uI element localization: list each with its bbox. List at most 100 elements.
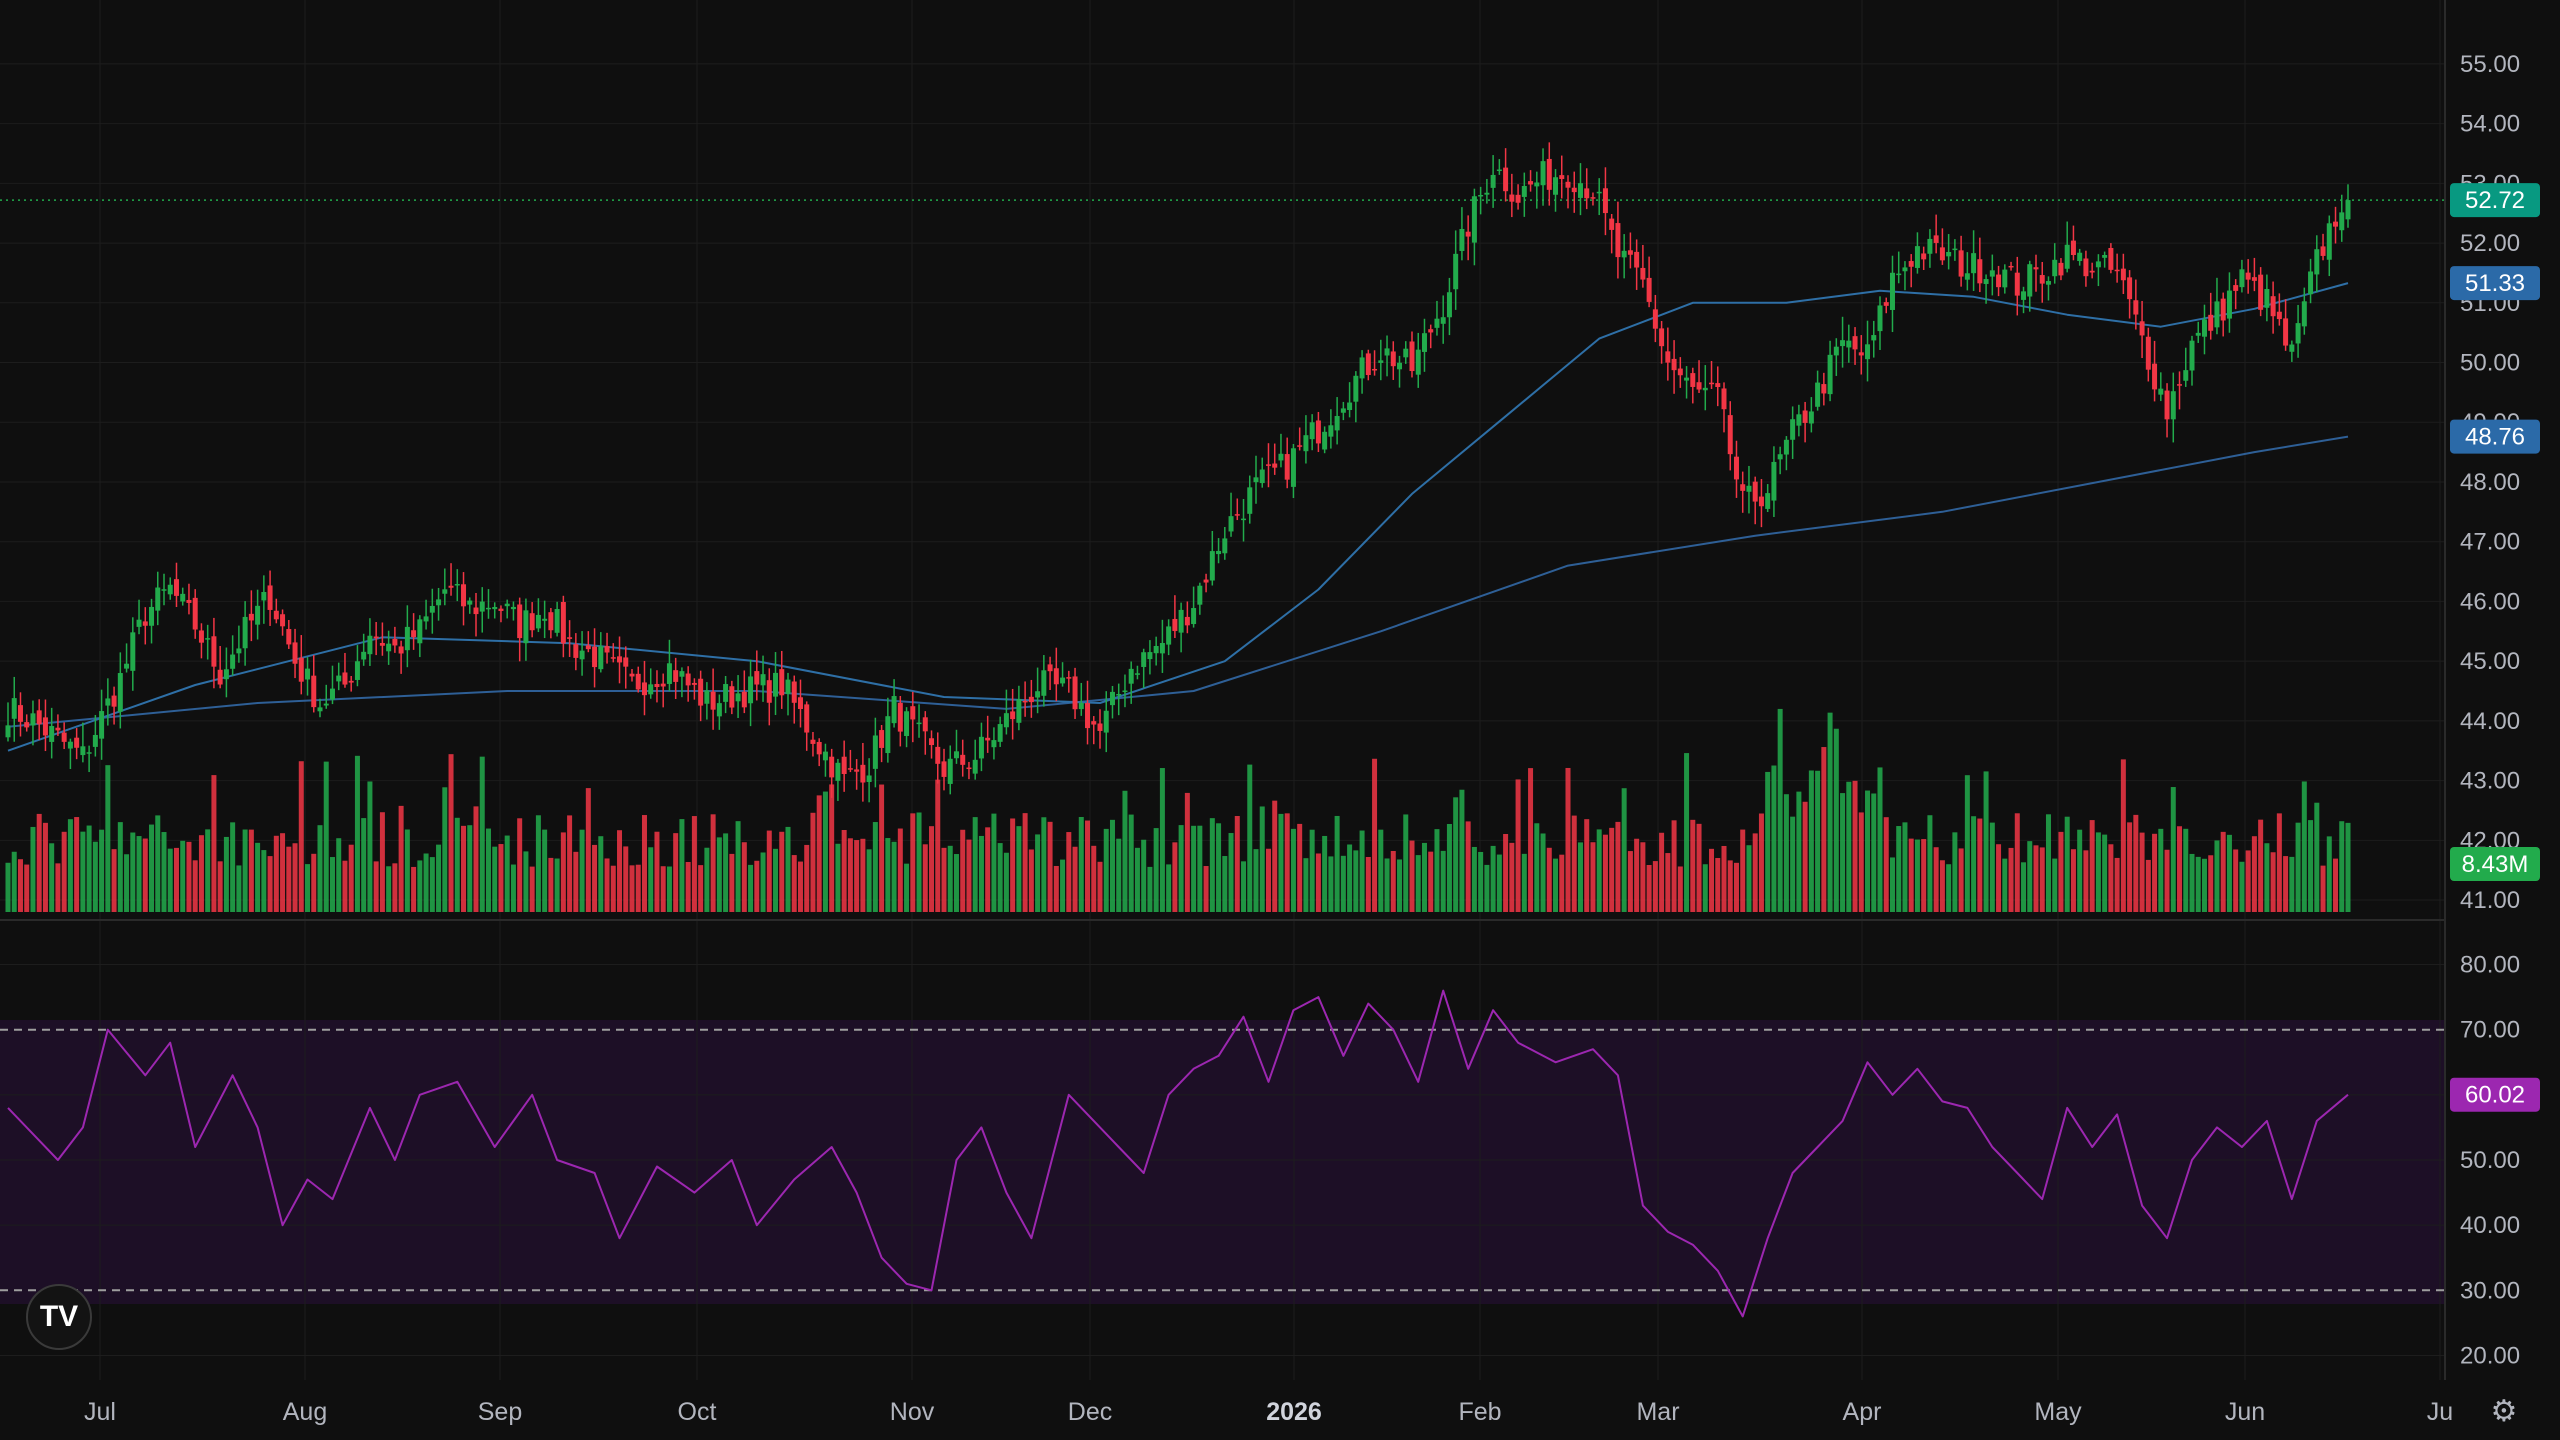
volume-bar xyxy=(1871,793,1877,912)
volume-bar xyxy=(748,864,754,912)
candle xyxy=(1846,324,1852,363)
volume-bar xyxy=(2127,822,2133,912)
candle xyxy=(273,598,279,624)
volume-bar xyxy=(230,822,236,912)
volume-bar xyxy=(49,843,55,912)
candle xyxy=(1946,234,1952,270)
volume-bar xyxy=(935,779,941,912)
volume-bar xyxy=(916,812,922,912)
volume-bar xyxy=(1228,833,1234,912)
volume-bar xyxy=(1428,851,1434,912)
volume-bar xyxy=(2120,759,2126,912)
candle xyxy=(111,686,117,725)
volume-bar xyxy=(1097,861,1103,912)
volume-bar xyxy=(1627,851,1633,912)
volume-bar xyxy=(1889,857,1895,912)
candle xyxy=(1534,171,1540,209)
volume-bar xyxy=(2233,849,2239,912)
volume-bar xyxy=(2201,858,2207,912)
volume-bar xyxy=(704,847,710,912)
candle xyxy=(997,716,1003,747)
candle xyxy=(442,568,448,606)
candle xyxy=(2251,257,2257,292)
volume-bar xyxy=(2095,832,2101,912)
volume-bar xyxy=(1528,768,1534,912)
volume-bar xyxy=(510,864,516,912)
candle xyxy=(2158,372,2164,402)
volume-bar xyxy=(1715,858,1721,912)
volume-bar xyxy=(991,813,997,912)
volume-bar xyxy=(548,857,554,912)
candle xyxy=(1428,324,1434,349)
candle xyxy=(1565,175,1571,209)
candle xyxy=(1659,321,1665,364)
candlestick-series xyxy=(5,142,2351,803)
candle xyxy=(2164,383,2170,438)
price-axis[interactable]: 55.0054.0053.0052.0051.0050.0049.0048.00… xyxy=(2460,51,2520,914)
volume-bar xyxy=(448,754,454,912)
candle xyxy=(1147,640,1153,675)
candle xyxy=(1184,601,1190,634)
candle xyxy=(2245,259,2251,294)
volume-bar xyxy=(710,814,716,912)
candle xyxy=(2152,340,2158,402)
volume-bar xyxy=(1609,827,1615,912)
candle xyxy=(1852,327,1858,365)
price-badges: 52.72 51.33 48.76 8.43M 60.02 xyxy=(2450,183,2540,1112)
volume-bar xyxy=(361,818,367,912)
volume-bar xyxy=(1334,815,1340,912)
volume-bar xyxy=(217,861,223,912)
candle xyxy=(36,699,42,741)
candle xyxy=(498,605,504,623)
volume-bar xyxy=(685,861,691,912)
volume-bar xyxy=(504,835,510,912)
candle xyxy=(2189,335,2195,386)
candle xyxy=(1347,382,1353,418)
volume-bar xyxy=(1440,850,1446,912)
volume-bar xyxy=(492,846,498,912)
candle xyxy=(2183,347,2189,387)
volume-bar xyxy=(1490,845,1496,912)
time-axis[interactable]: Jul Aug Sep Oct Nov Dec 2026 Feb Mar Apr May Jun Ju xyxy=(84,1398,2453,1426)
gear-icon[interactable]: ⚙ xyxy=(2490,1394,2518,1429)
candle xyxy=(2264,274,2270,322)
candle xyxy=(1116,683,1122,716)
volume-bar xyxy=(1771,765,1777,912)
volume-bar xyxy=(2033,845,2039,912)
volume-bar xyxy=(773,848,779,912)
candle xyxy=(929,730,935,759)
candle xyxy=(2120,253,2126,295)
candle xyxy=(1553,169,1559,212)
volume-bar xyxy=(1322,835,1328,912)
candle xyxy=(2345,184,2351,228)
candle xyxy=(1883,297,1889,314)
candle xyxy=(2258,267,2264,317)
volume-bar xyxy=(1684,753,1690,912)
candle xyxy=(2127,270,2133,319)
candle xyxy=(167,577,173,600)
candle xyxy=(535,598,541,633)
volume-bar xyxy=(835,843,841,912)
volume-bar xyxy=(2052,858,2058,912)
volume-bar xyxy=(342,860,348,912)
candle xyxy=(1927,229,1933,268)
volume-bar xyxy=(136,836,142,912)
candle xyxy=(1334,397,1340,445)
candle xyxy=(1353,371,1359,423)
candle xyxy=(298,635,304,695)
candle xyxy=(2270,281,2276,334)
volume-bar xyxy=(766,830,772,912)
volume-bar xyxy=(1484,864,1490,912)
candle xyxy=(305,657,311,696)
rsi-line xyxy=(7,989,2349,1318)
candle xyxy=(1521,172,1527,217)
volume-bar xyxy=(1521,853,1527,912)
volume-bar xyxy=(86,825,92,912)
tradingview-logo[interactable]: TV xyxy=(26,1284,92,1350)
volume-bar xyxy=(24,864,30,912)
volume-bar xyxy=(542,829,548,912)
candle xyxy=(1690,367,1696,404)
volume-bar xyxy=(779,831,785,912)
candle xyxy=(42,699,48,752)
